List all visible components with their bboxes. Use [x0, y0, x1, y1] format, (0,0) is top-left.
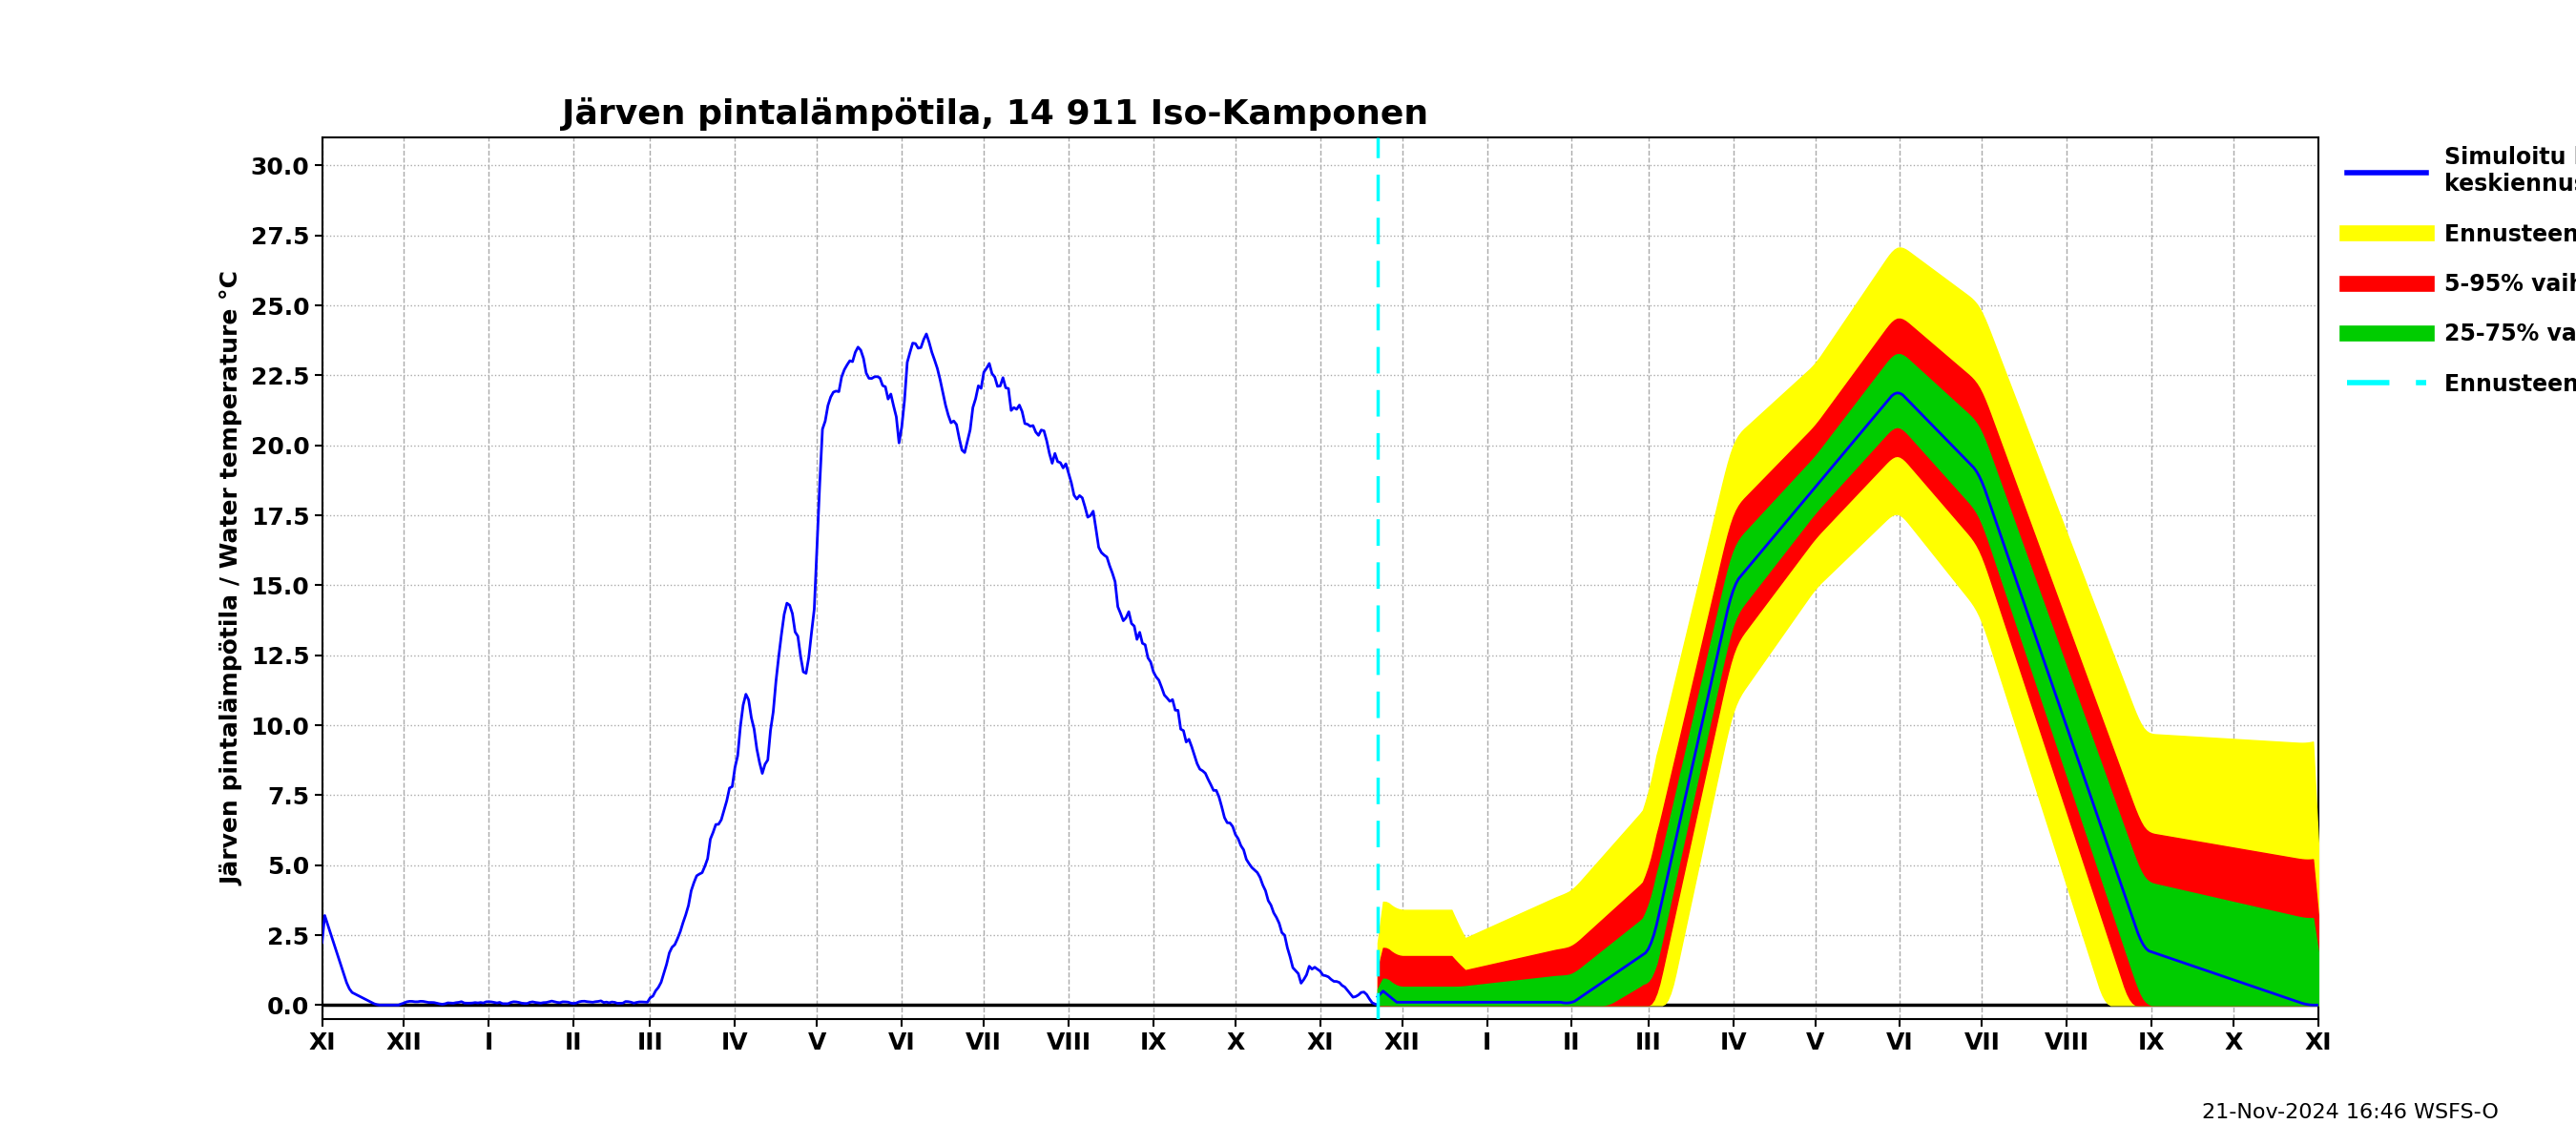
Legend: Simuloitu historia ja
keskiennuste, Ennusteen vaihteluväli, 5-95% vaihteluväli, : Simuloitu historia ja keskiennuste, Ennu… [2339, 137, 2576, 404]
Text: Järven pintalämpötila, 14 911 Iso-Kamponen: Järven pintalämpötila, 14 911 Iso-Kampon… [562, 97, 1427, 131]
Y-axis label: Järven pintalämpötila / Water temperature °C: Järven pintalämpötila / Water temperatur… [222, 271, 245, 885]
Text: 21-Nov-2024 16:46 WSFS-O: 21-Nov-2024 16:46 WSFS-O [2202, 1103, 2499, 1122]
